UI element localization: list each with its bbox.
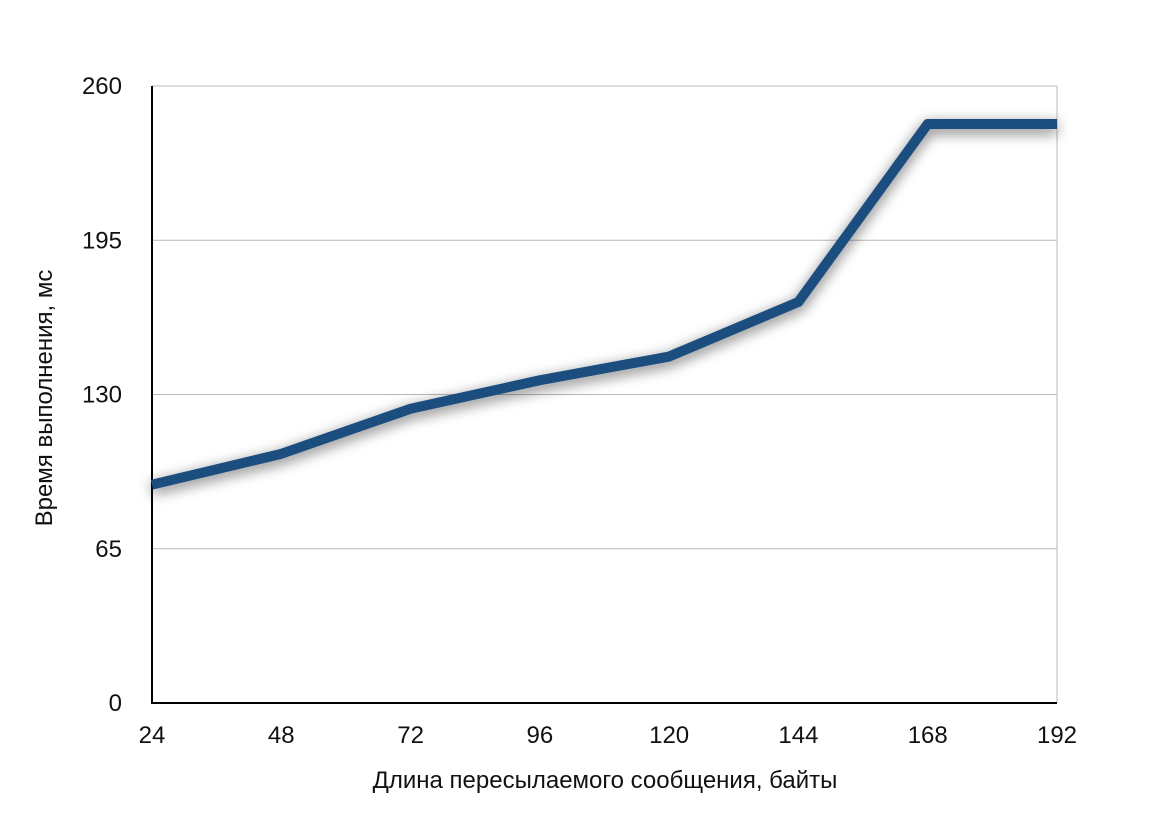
x-tick-labels: 24 48 72 96 120 144 168 192 bbox=[139, 722, 1077, 749]
y-axis-title: Время выполнения, мс bbox=[31, 270, 58, 527]
y-tick-label: 0 bbox=[109, 690, 122, 717]
y-tick-label: 195 bbox=[82, 227, 122, 254]
x-tick-label: 48 bbox=[268, 722, 295, 749]
y-tick-labels: 0 65 130 195 260 bbox=[82, 73, 122, 717]
y-tick-label: 130 bbox=[82, 382, 122, 409]
axes bbox=[151, 86, 1057, 704]
x-tick-label: 120 bbox=[649, 722, 689, 749]
x-tick-label: 24 bbox=[139, 722, 166, 749]
x-tick-label: 144 bbox=[778, 722, 818, 749]
grid-lines bbox=[152, 85, 1058, 703]
series-line bbox=[150, 118, 1057, 490]
y-tick-label: 260 bbox=[82, 73, 122, 100]
series-layer bbox=[150, 118, 1058, 490]
x-tick-label: 168 bbox=[908, 722, 948, 749]
x-axis-title: Длина пересылаемого сообщения, байты bbox=[373, 767, 838, 794]
y-tick-label: 65 bbox=[95, 536, 122, 563]
x-tick-label: 96 bbox=[527, 722, 554, 749]
x-tick-label: 72 bbox=[397, 722, 424, 749]
x-tick-label: 192 bbox=[1037, 722, 1077, 749]
